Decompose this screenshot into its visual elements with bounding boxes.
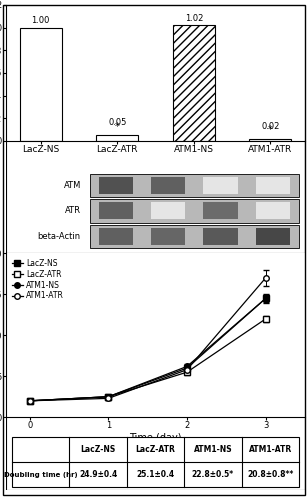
Text: beta-Actin: beta-Actin [38,232,81,241]
Bar [12,436,299,487]
Text: ATM1-NS: ATM1-NS [194,444,232,454]
Bar [96,135,138,141]
Bar [99,202,133,220]
Text: Doubling time (hr): Doubling time (hr) [4,472,78,478]
Text: ATM: ATM [63,181,81,190]
Text: LacZ-ATR: LacZ-ATR [136,444,176,454]
Text: ATM1-ATR: ATM1-ATR [249,444,292,454]
Text: 1.02: 1.02 [184,14,203,23]
Bar [20,28,62,141]
Text: ATR: ATR [65,206,81,216]
Text: *: * [115,122,120,132]
Text: 0.05: 0.05 [108,118,127,128]
Bar [90,224,299,248]
Legend: LacZ-NS, LacZ-ATR, ATM1-NS, ATM1-ATR: LacZ-NS, LacZ-ATR, ATM1-NS, ATM1-ATR [10,257,65,302]
Bar [151,202,185,220]
Bar [99,228,133,245]
Text: 20.8±0.8**: 20.8±0.8** [247,470,294,479]
Text: 1.00: 1.00 [32,16,50,26]
Text: *: * [268,125,273,135]
Text: 25.1±0.4: 25.1±0.4 [136,470,175,479]
Bar [203,177,238,194]
Bar [203,228,238,245]
Text: 0.02: 0.02 [261,122,279,130]
Bar [249,138,291,141]
Text: LacZ-NS: LacZ-NS [81,444,116,454]
Bar [173,26,215,141]
Text: 22.8±0.5*: 22.8±0.5* [192,470,234,479]
Bar [151,228,185,245]
Bar [90,199,299,223]
Bar [203,202,238,220]
Bar [256,228,290,245]
X-axis label: Time (day): Time (day) [129,433,182,443]
Bar [151,177,185,194]
Bar [90,174,299,198]
Text: 24.9±0.4: 24.9±0.4 [79,470,117,479]
Bar [99,177,133,194]
Bar [256,177,290,194]
Bar [256,202,290,220]
